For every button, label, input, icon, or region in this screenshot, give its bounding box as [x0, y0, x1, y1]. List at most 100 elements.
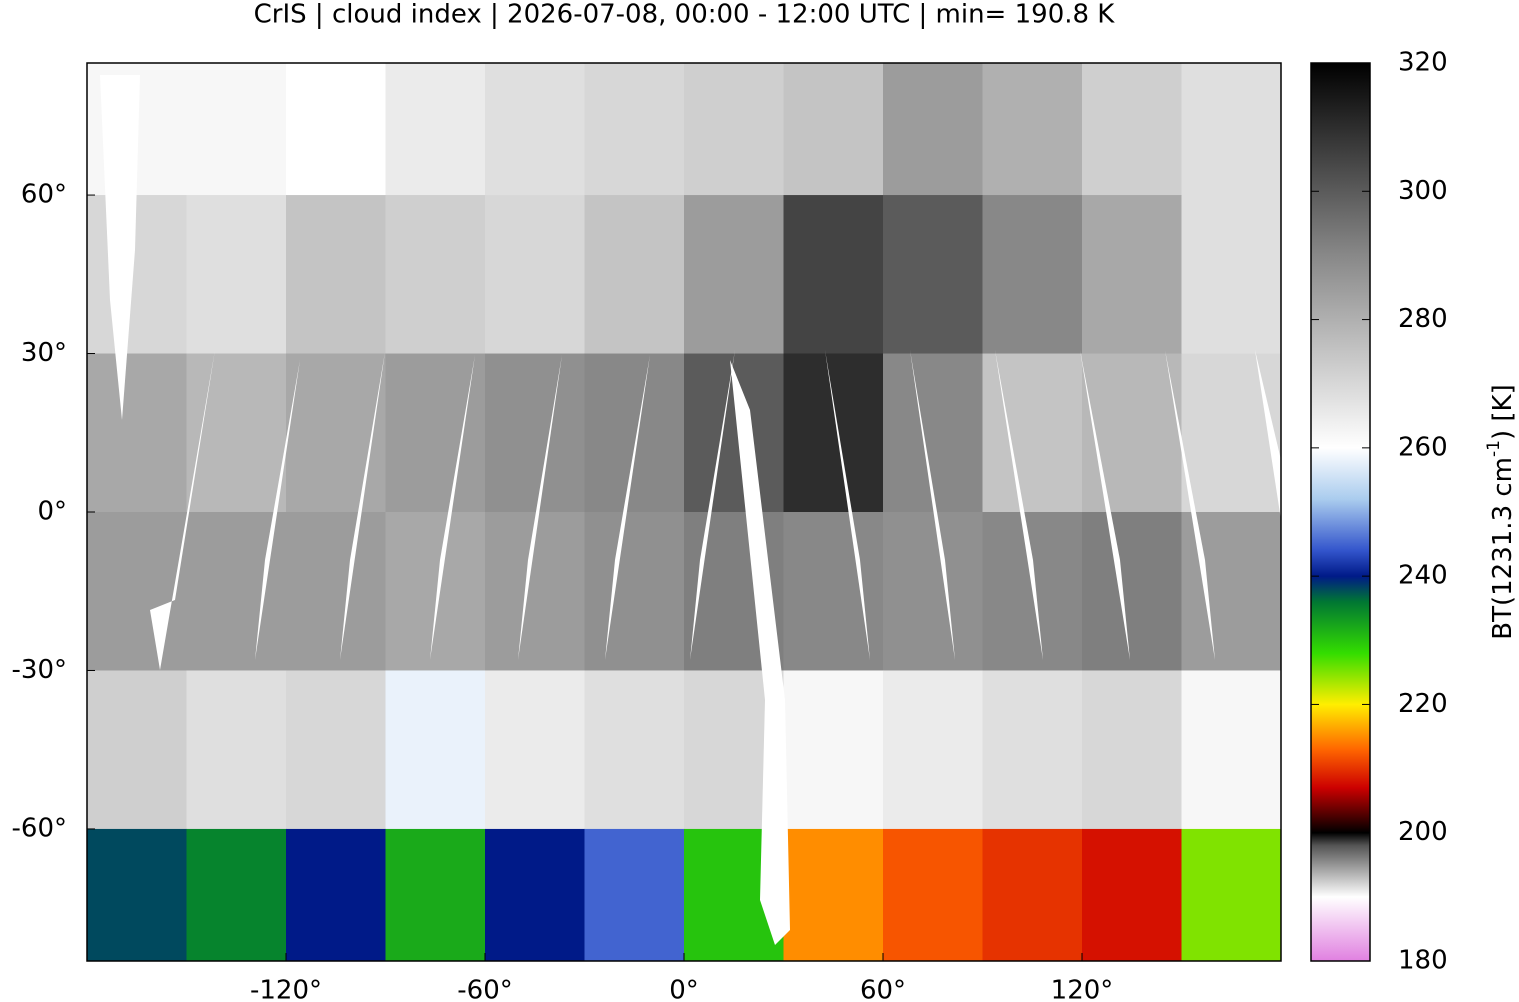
colorbar-tick-label: 220	[1398, 689, 1448, 719]
heatmap-cell	[783, 353, 884, 513]
swath-gap	[825, 350, 870, 660]
heatmap-cell	[485, 353, 585, 513]
heatmap-cell	[584, 63, 685, 196]
x-tick-label: -60°	[457, 976, 512, 1002]
heatmap-cell	[485, 828, 585, 962]
heatmap-cell	[186, 670, 287, 830]
heatmap-cell	[783, 63, 884, 196]
heatmap-cell	[286, 195, 386, 355]
heatmap-cell	[883, 195, 983, 355]
heatmap-cell	[385, 512, 486, 671]
heatmap-cell	[186, 63, 287, 196]
heatmap-cell	[883, 828, 983, 962]
y-tick-label: 30°	[21, 338, 67, 368]
y-tick-label: -30°	[12, 655, 67, 685]
heatmap-cell	[87, 670, 187, 830]
colorbar-tick-label: 200	[1398, 817, 1448, 847]
heatmap-cell	[783, 195, 884, 355]
heatmap-cell	[883, 670, 983, 830]
swath-gap	[730, 360, 790, 945]
heatmap-cell	[982, 195, 1083, 355]
heatmap-cell	[1181, 828, 1282, 962]
swath-gap	[690, 350, 735, 660]
heatmap-cell	[1082, 512, 1182, 671]
x-tick-label: -120°	[250, 976, 322, 1002]
heatmap-cell	[982, 670, 1083, 830]
heatmap-cell	[1082, 670, 1182, 830]
chart-title: CrIS | cloud index | 2026-07-08, 00:00 -…	[254, 0, 1116, 30]
swath-gap	[518, 355, 562, 660]
heatmap-cell	[1082, 63, 1182, 196]
heatmap-cell	[385, 670, 486, 830]
heatmap-cell	[87, 353, 187, 513]
colorbar-tick-label: 180	[1398, 946, 1448, 976]
heatmap-cell	[584, 512, 685, 671]
heatmap-cell	[485, 670, 585, 830]
heatmap-cell	[883, 353, 983, 513]
swath-gap	[1255, 350, 1281, 520]
heatmap-cell	[1082, 195, 1182, 355]
colorbar	[1310, 62, 1371, 962]
heatmap-cell	[186, 195, 287, 355]
heatmap-cell	[385, 353, 486, 513]
heatmap-cell	[982, 63, 1083, 196]
heatmap-cell	[286, 670, 386, 830]
swath-gap	[910, 350, 955, 660]
heatmap-cell	[982, 828, 1083, 962]
heatmap-cell	[286, 828, 386, 962]
x-tick-label: 0°	[669, 976, 699, 1002]
heatmap-cell	[584, 195, 685, 355]
colorbar-label-part: BT(1231.3 cm	[1488, 457, 1518, 640]
heatmap-cell	[87, 195, 187, 355]
colorbar-tick-label: 300	[1398, 176, 1448, 206]
heatmap-cell	[584, 670, 685, 830]
heatmap-cell	[1082, 828, 1182, 962]
swath-gap	[430, 355, 475, 660]
heatmap-cell	[87, 512, 187, 671]
colorbar-label: BT(1231.3 cm-1) [K]	[1484, 384, 1518, 639]
heatmap-cell	[584, 828, 685, 962]
colorbar-tick-label: 260	[1398, 432, 1448, 462]
heatmap-cell	[1181, 63, 1282, 196]
heatmap-cell	[485, 63, 585, 196]
heatmap-cell	[1082, 353, 1182, 513]
heatmap-cell	[783, 828, 884, 962]
y-tick-label: -60°	[12, 813, 67, 843]
heatmap-cell	[1181, 670, 1282, 830]
heatmap-cell	[485, 195, 585, 355]
swath-gap	[340, 352, 385, 660]
heatmap-cell	[286, 63, 386, 196]
heatmap-cell	[684, 63, 784, 196]
heatmap-cell	[684, 195, 784, 355]
swath-gap	[150, 350, 215, 670]
colorbar-tick-label: 240	[1398, 561, 1448, 591]
heatmap-cell	[385, 828, 486, 962]
swath-gap	[1165, 350, 1215, 660]
swath-gap	[995, 350, 1043, 660]
heatmap-cell	[783, 670, 884, 830]
colorbar-label-part: ) [K]	[1488, 384, 1518, 440]
heatmap-cell	[584, 353, 685, 513]
heatmap-cell	[286, 512, 386, 671]
x-tick-label: 60°	[860, 976, 906, 1002]
heatmap-cell	[1181, 195, 1282, 355]
heatmap-cell	[883, 63, 983, 196]
swath-gap	[1080, 350, 1130, 660]
swath-gap	[605, 355, 650, 660]
heatmap-cell	[1181, 353, 1282, 513]
colorbar-tick-label: 280	[1398, 304, 1448, 334]
heatmap-cell	[186, 828, 287, 962]
colorbar-label-part: -1	[1484, 440, 1504, 457]
y-tick-label: 60°	[21, 180, 67, 210]
heatmap-cell	[385, 195, 486, 355]
heatmap-cell	[783, 512, 884, 671]
x-tick-label: 120°	[1051, 976, 1114, 1002]
heatmap-cell	[186, 353, 287, 513]
heatmap-cell	[87, 828, 187, 962]
swath-gap	[255, 360, 300, 660]
heatmap-cell	[883, 512, 983, 671]
y-tick-label: 0°	[37, 497, 67, 527]
heatmap-cell	[982, 353, 1083, 513]
colorbar-tick-label: 320	[1398, 48, 1448, 78]
